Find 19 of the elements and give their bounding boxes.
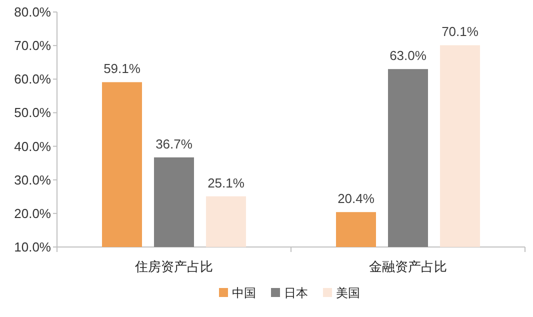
data-label: 59.1% <box>104 61 141 76</box>
x-tick-label: 金融资产占比 <box>369 259 447 274</box>
y-tick-label: 50.0% <box>14 105 52 120</box>
data-label: 63.0% <box>390 48 427 64</box>
legend-label: 美国 <box>336 286 360 300</box>
y-tick-label: 70.0% <box>14 38 52 54</box>
y-tick-label: 30.0% <box>14 172 52 188</box>
y-tick-label: 20.0% <box>14 206 52 221</box>
y-tick-label: 10.0% <box>14 240 52 254</box>
legend-label: 日本 <box>284 286 308 300</box>
data-label: 36.7% <box>156 136 193 152</box>
y-tick-label: 60.0% <box>14 72 52 87</box>
legend-label: 中国 <box>232 286 256 300</box>
data-label: 25.1% <box>208 175 245 190</box>
y-tick-label: 80.0% <box>14 4 52 20</box>
y-tick-label: 40.0% <box>14 138 52 154</box>
data-label: 20.4% <box>338 191 375 206</box>
data-label: 70.1% <box>442 24 479 40</box>
x-tick-label: 住房资产占比 <box>134 259 213 274</box>
